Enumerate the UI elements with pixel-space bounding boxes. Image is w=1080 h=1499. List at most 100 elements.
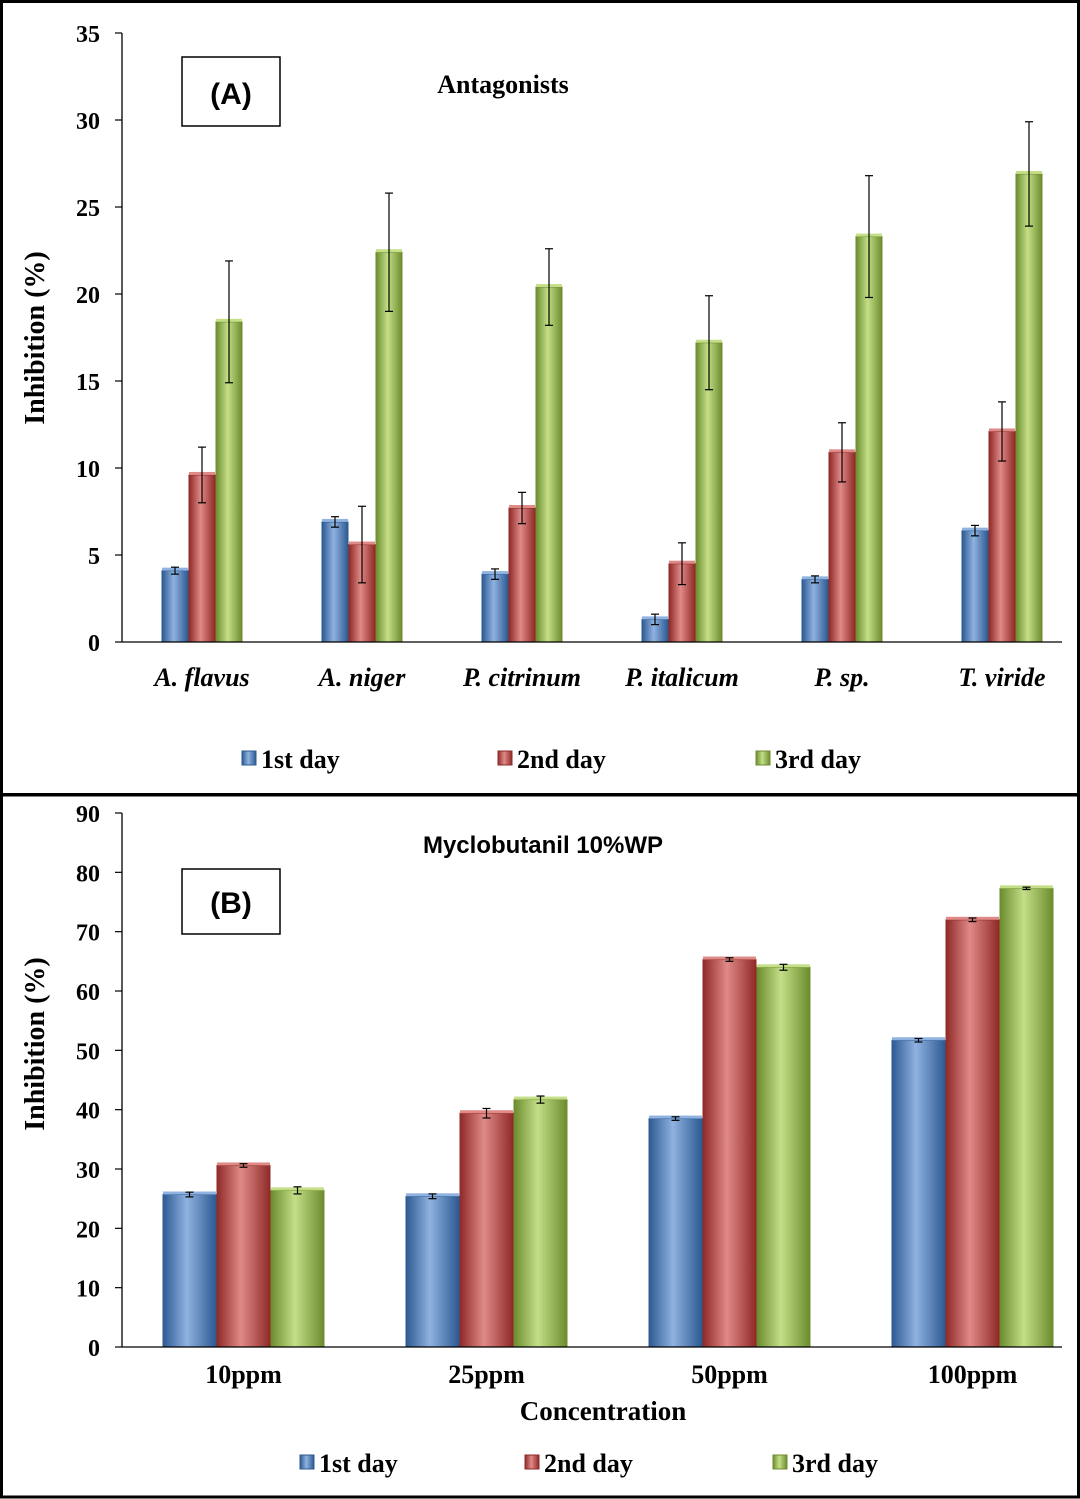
x-tick-label: P. sp. <box>813 663 869 692</box>
error-bar <box>838 422 846 483</box>
error-bar <box>968 917 977 923</box>
x-tick-label: 100ppm <box>928 1360 1018 1389</box>
bar-1st-day <box>648 1118 703 1348</box>
error-bar <box>779 963 788 971</box>
y-tick-label: 30 <box>76 109 100 135</box>
legend-label: 1st day <box>261 745 340 774</box>
error-bar <box>171 566 179 575</box>
bar-2nd-day <box>216 1164 271 1348</box>
bar-2nd-day <box>508 507 536 643</box>
bar-2nd-day <box>668 563 696 643</box>
legend-item: 2nd day <box>524 1449 633 1478</box>
bar-3rd-day <box>999 887 1054 1348</box>
panel-a-legend: 1st day 2nd day 3rd day <box>241 745 861 774</box>
panel-b-title: Myclobutanil 10%WP <box>423 832 663 859</box>
bar-3rd-day <box>1015 173 1043 643</box>
y-tick-label: 70 <box>76 921 100 947</box>
bar-2nd-day <box>988 430 1016 643</box>
bar-2nd-day <box>459 1112 514 1348</box>
x-tick-label: P. citrinum <box>462 663 581 692</box>
x-tick-label: T. viride <box>958 663 1045 692</box>
error-bar <box>705 295 713 391</box>
error-bar <box>1025 121 1033 227</box>
error-bar <box>185 1191 194 1198</box>
x-tick-label: 25ppm <box>448 1360 525 1389</box>
bar-1st-day <box>162 1194 217 1348</box>
y-tick-label: 60 <box>76 980 100 1006</box>
bar-1st-day <box>961 530 989 643</box>
panel-b-y-ticks: 0 10 20 30 40 50 60 70 80 90 <box>76 802 122 1362</box>
bar-3rd-day <box>535 286 563 643</box>
bar-1st-day <box>321 521 349 643</box>
legend-swatch <box>299 1454 315 1470</box>
bar-3rd-day <box>513 1099 568 1348</box>
panel-a-label-box <box>181 56 281 127</box>
legend-item: 1st day <box>241 745 340 774</box>
error-bar <box>1022 886 1031 891</box>
panel-a-x-labels: A. flavus A. niger P. citrinum P. italicum P… <box>152 663 1045 692</box>
error-bar <box>811 575 819 584</box>
error-bar <box>385 192 393 312</box>
error-bar <box>865 175 873 299</box>
bar-2nd-day <box>702 959 757 1348</box>
error-bar <box>678 542 686 586</box>
legend-label: 2nd day <box>544 1449 633 1478</box>
x-tick-label: A. niger <box>317 663 407 692</box>
y-tick-label: 80 <box>76 861 100 887</box>
panel-a-y-ticks: 0 5 10 15 20 25 30 35 <box>76 22 122 657</box>
y-tick-label: 20 <box>76 283 100 309</box>
error-bar <box>358 505 366 584</box>
legend-item: 3rd day <box>772 1449 878 1478</box>
panel-b-label: (B) <box>210 887 252 920</box>
chart-panel-b: (B) Myclobutanil 10%WP Inhibition (%) Co… <box>0 793 1080 1499</box>
panel-a-title: Antagonists <box>437 70 568 99</box>
y-tick-label: 30 <box>76 1158 100 1184</box>
x-tick-label: 50ppm <box>691 1360 768 1389</box>
panel-b-label-box <box>181 868 281 935</box>
error-bar <box>725 957 734 962</box>
y-tick-label: 10 <box>76 457 100 483</box>
error-bar <box>671 1116 680 1121</box>
error-bar <box>482 1107 491 1119</box>
legend-label: 3rd day <box>775 745 861 774</box>
bar-1st-day <box>481 573 509 643</box>
y-tick-label: 5 <box>88 544 100 570</box>
error-bar <box>545 248 553 326</box>
x-tick-label: A. flavus <box>152 663 249 692</box>
x-tick-label: 10ppm <box>205 1360 282 1389</box>
bar-3rd-day <box>375 251 403 643</box>
error-bar <box>491 568 499 580</box>
y-tick-label: 20 <box>76 1217 100 1243</box>
panel-b-frame <box>0 793 1080 1499</box>
y-tick-label: 0 <box>88 631 100 657</box>
legend-label: 2nd day <box>517 745 606 774</box>
legend-swatch <box>755 750 771 766</box>
panel-b-bars <box>162 885 1054 1348</box>
legend-swatch <box>241 750 257 766</box>
legend-swatch <box>524 1454 540 1470</box>
panel-a-error-bars <box>171 121 1033 626</box>
error-bar <box>331 516 339 528</box>
legend-swatch <box>497 750 513 766</box>
panel-a-axes <box>121 33 1062 643</box>
legend-item: 3rd day <box>755 745 861 774</box>
bar-3rd-day <box>855 236 883 643</box>
bar-3rd-day <box>756 966 811 1348</box>
panel-b-axes <box>121 813 1062 1348</box>
legend-label: 1st day <box>319 1449 398 1478</box>
panel-b-error-bars <box>185 886 1031 1200</box>
panel-a-y-axis-label: Inhibition (%) <box>20 251 51 425</box>
error-bar <box>293 1186 302 1195</box>
error-bar <box>239 1163 248 1168</box>
bar-1st-day <box>801 578 829 643</box>
panel-a-bars <box>161 170 1043 643</box>
x-tick-label: P. italicum <box>624 663 739 692</box>
error-bar <box>518 491 526 525</box>
legend-label: 3rd day <box>792 1449 878 1478</box>
panel-b-x-labels: 10ppm 25ppm 50ppm 100ppm <box>205 1360 1017 1389</box>
bar-1st-day <box>405 1195 460 1348</box>
y-tick-label: 10 <box>76 1277 100 1303</box>
error-bar <box>225 260 233 384</box>
bar-2nd-day <box>945 919 1000 1348</box>
